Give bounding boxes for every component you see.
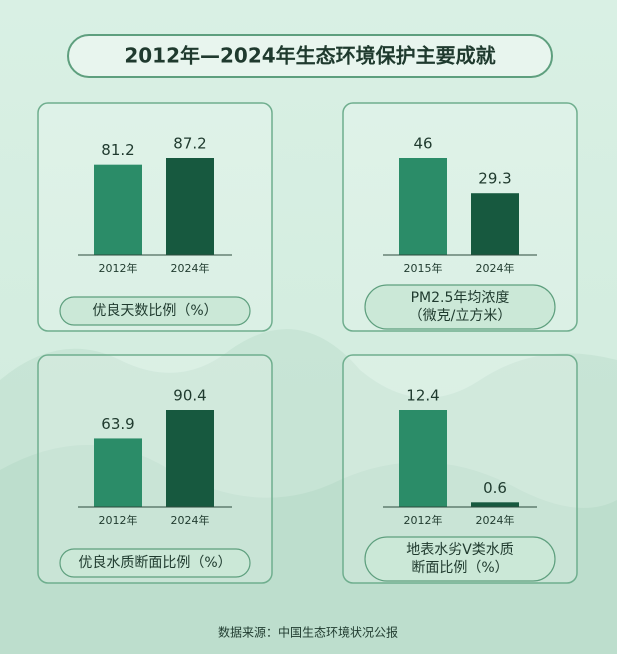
bar [471, 193, 519, 255]
caption-pill [59, 548, 251, 578]
x-tick-label: 2012年 [99, 261, 138, 275]
x-tick-label: 2024年 [476, 513, 515, 527]
value-label: 90.4 [173, 387, 206, 405]
x-tick-label: 2015年 [404, 261, 443, 275]
caption-pill [59, 296, 251, 326]
x-tick-label: 2024年 [476, 261, 515, 275]
source: 数据来源：中国生态环境状况公报 [218, 625, 398, 640]
page-title: 2012年—2024年生态环境保护主要成就 [124, 44, 495, 68]
chart-title: 断面比例（%） [411, 560, 508, 576]
value-label: 87.2 [173, 135, 206, 153]
x-tick-label: 2024年 [171, 513, 210, 527]
value-label: 29.3 [478, 170, 511, 188]
value-label: 0.6 [483, 479, 507, 497]
x-tick-label: 2024年 [171, 261, 210, 275]
caption-pill [364, 536, 556, 582]
bar [94, 438, 142, 507]
bar [166, 410, 214, 507]
value-label: 63.9 [101, 415, 134, 433]
chart-title: 地表水劣V类水质 [406, 542, 514, 558]
value-label: 12.4 [406, 387, 439, 405]
x-tick-label: 2012年 [404, 513, 443, 527]
bar [94, 164, 142, 255]
caption-pill [364, 284, 556, 330]
chart-title: 优良天数比例（%） [92, 303, 217, 319]
header-pill [67, 34, 553, 78]
x-tick-label: 2012年 [99, 513, 138, 527]
value-label: 46 [413, 135, 432, 153]
bar [399, 158, 447, 255]
bar [399, 410, 447, 507]
bar [471, 502, 519, 507]
value-label: 81.2 [101, 141, 134, 159]
bar [166, 158, 214, 255]
chart-title: PM2.5年均浓度 [411, 290, 510, 306]
chart-title: 优良水质断面比例（%） [78, 555, 231, 571]
chart-title: （微克/立方米） [409, 308, 512, 324]
mountains [0, 445, 617, 654]
chart-panel: 46 2015年 29.3 2024年 PM2.5年均浓度 （微克/立方米） [342, 102, 578, 332]
